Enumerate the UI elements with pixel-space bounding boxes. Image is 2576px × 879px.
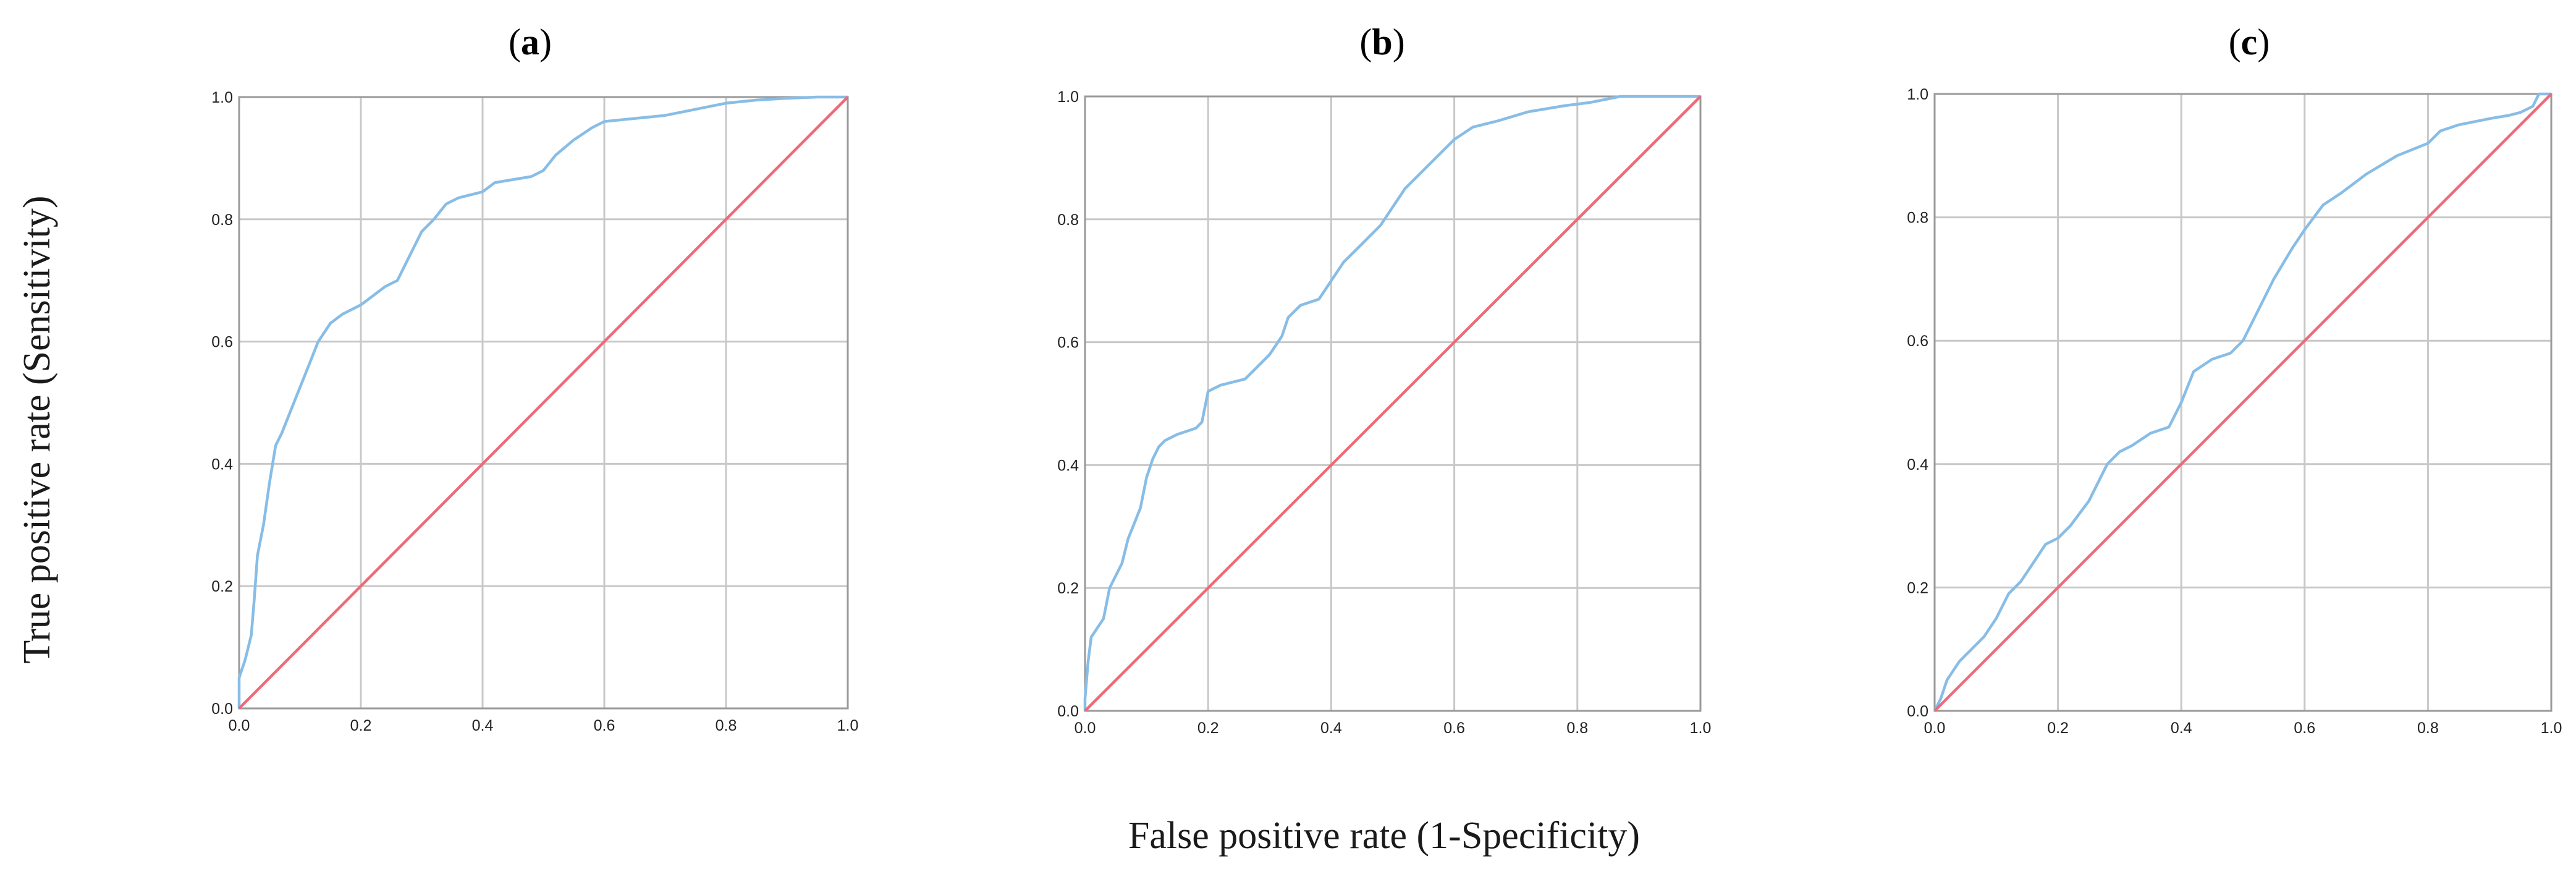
panel-c-y-tick-label: 0.0 xyxy=(1907,703,1928,720)
panel-a-title-open: ( xyxy=(509,22,521,62)
panel-a-y-tick-label: 0.6 xyxy=(211,334,233,351)
panel-c-title-letter: c xyxy=(2241,22,2258,62)
panel-a-x-tick-label: 0.8 xyxy=(716,717,737,734)
panel-c-y-tick-label: 0.6 xyxy=(1907,333,1928,350)
x-axis-title: False positive rate (1-Specificity) xyxy=(1128,815,1640,857)
panel-c-y-tick-label: 0.4 xyxy=(1907,456,1928,473)
panel-a-roc-curve xyxy=(237,95,848,708)
panel-b-x-tick-label: 0.6 xyxy=(1443,720,1465,737)
panel-a-title: (a) xyxy=(509,22,552,62)
panel-b-roc-curve xyxy=(1083,95,1700,711)
panel-c-title: (c) xyxy=(2229,22,2270,62)
panel-b-title: (b) xyxy=(1359,22,1404,62)
panel-c-title-close: ) xyxy=(2257,22,2270,62)
panel-a-x-tick-label: 0.4 xyxy=(472,717,494,734)
panel-c: (c) 0.0 0.2 0.4 0.6 0.8 1.0 0.0 0.2 0.4 0.6 0.8 1.0 xyxy=(1907,22,2562,737)
panel-b-x-tick-label: 0.4 xyxy=(1320,720,1342,737)
panel-a-y-tick-label: 0.8 xyxy=(211,211,233,229)
panel-a-x-tick-label: 0.6 xyxy=(594,717,615,734)
panel-b-y-tick-label: 0.0 xyxy=(1057,703,1079,720)
panel-b-y-tick-label: 0.6 xyxy=(1057,334,1079,352)
panel-b-x-tick-label: 0.2 xyxy=(1197,720,1219,737)
panel-b-title-close: ) xyxy=(1393,22,1405,62)
panel-c-y-tick-label: 1.0 xyxy=(1907,86,1928,103)
panel-b-y-tick-label: 0.2 xyxy=(1057,580,1079,597)
panel-b-reference-line xyxy=(1084,95,1702,712)
panel-c-x-tick-label: 1.0 xyxy=(2541,720,2562,737)
panel-b-y-tick-label: 0.4 xyxy=(1057,457,1079,474)
panel-a-y-tick-label: 1.0 xyxy=(211,89,233,106)
panel-c-x-tick-label: 0.6 xyxy=(2294,720,2315,737)
y-axis-title: True positive rate (Sensitivity) xyxy=(16,195,58,663)
panel-c-x-tick-label: 0.8 xyxy=(2417,720,2439,737)
panel-b-title-letter: b xyxy=(1372,22,1392,62)
panel-c-y-tick-label: 0.2 xyxy=(1907,579,1928,597)
panel-b-y-tick-label: 1.0 xyxy=(1057,88,1079,106)
panel-c-x-tick-label: 0.4 xyxy=(2171,720,2192,737)
panel-a-plot-frame xyxy=(238,96,849,710)
panel-a-y-tick-label: 0.2 xyxy=(211,578,233,595)
panel-c-y-tick-label: 0.8 xyxy=(1907,210,1928,227)
panel-c-roc-curve xyxy=(1933,92,2551,712)
panel-a-x-tick-label: 1.0 xyxy=(837,717,859,734)
panel-b-x-tick-label: 0.8 xyxy=(1566,720,1588,737)
panel-a-x-tick-label: 0.0 xyxy=(229,717,250,734)
panel-a-reference-line xyxy=(238,96,849,710)
panel-b-x-tick-label: 1.0 xyxy=(1690,720,1712,737)
panel-c-x-tick-label: 0.2 xyxy=(2047,720,2069,737)
panel-b-x-tick-label: 0.0 xyxy=(1075,720,1096,737)
panel-b: (b) 0.0 0.2 0.4 0.6 0.8 1.0 0.0 0.2 0.4 0.6 0.8 1.0 xyxy=(1057,22,1711,737)
panel-c-x-tick-label: 0.0 xyxy=(1924,720,1946,737)
panel-a-title-close: ) xyxy=(539,22,552,62)
panel-a-y-tick-label: 0.4 xyxy=(211,456,233,473)
panel-a-title-letter: a xyxy=(521,22,539,62)
panel-b-plot-frame xyxy=(1084,95,1702,712)
panel-c-title-open: ( xyxy=(2229,22,2241,62)
panel-b-y-tick-label: 0.8 xyxy=(1057,211,1079,229)
panel-b-title-open: ( xyxy=(1359,22,1372,62)
panel-c-plot-frame xyxy=(1933,93,2553,712)
panel-a-y-tick-label: 0.0 xyxy=(211,700,233,718)
panel-c-reference-line xyxy=(1933,93,2553,712)
panel-a-x-tick-label: 0.2 xyxy=(350,717,372,734)
panel-a: (a) 0.0 0.2 0.4 0.6 0.8 1.0 0.0 0.2 0.4 0.6 0.8 1.0 xyxy=(211,22,858,734)
